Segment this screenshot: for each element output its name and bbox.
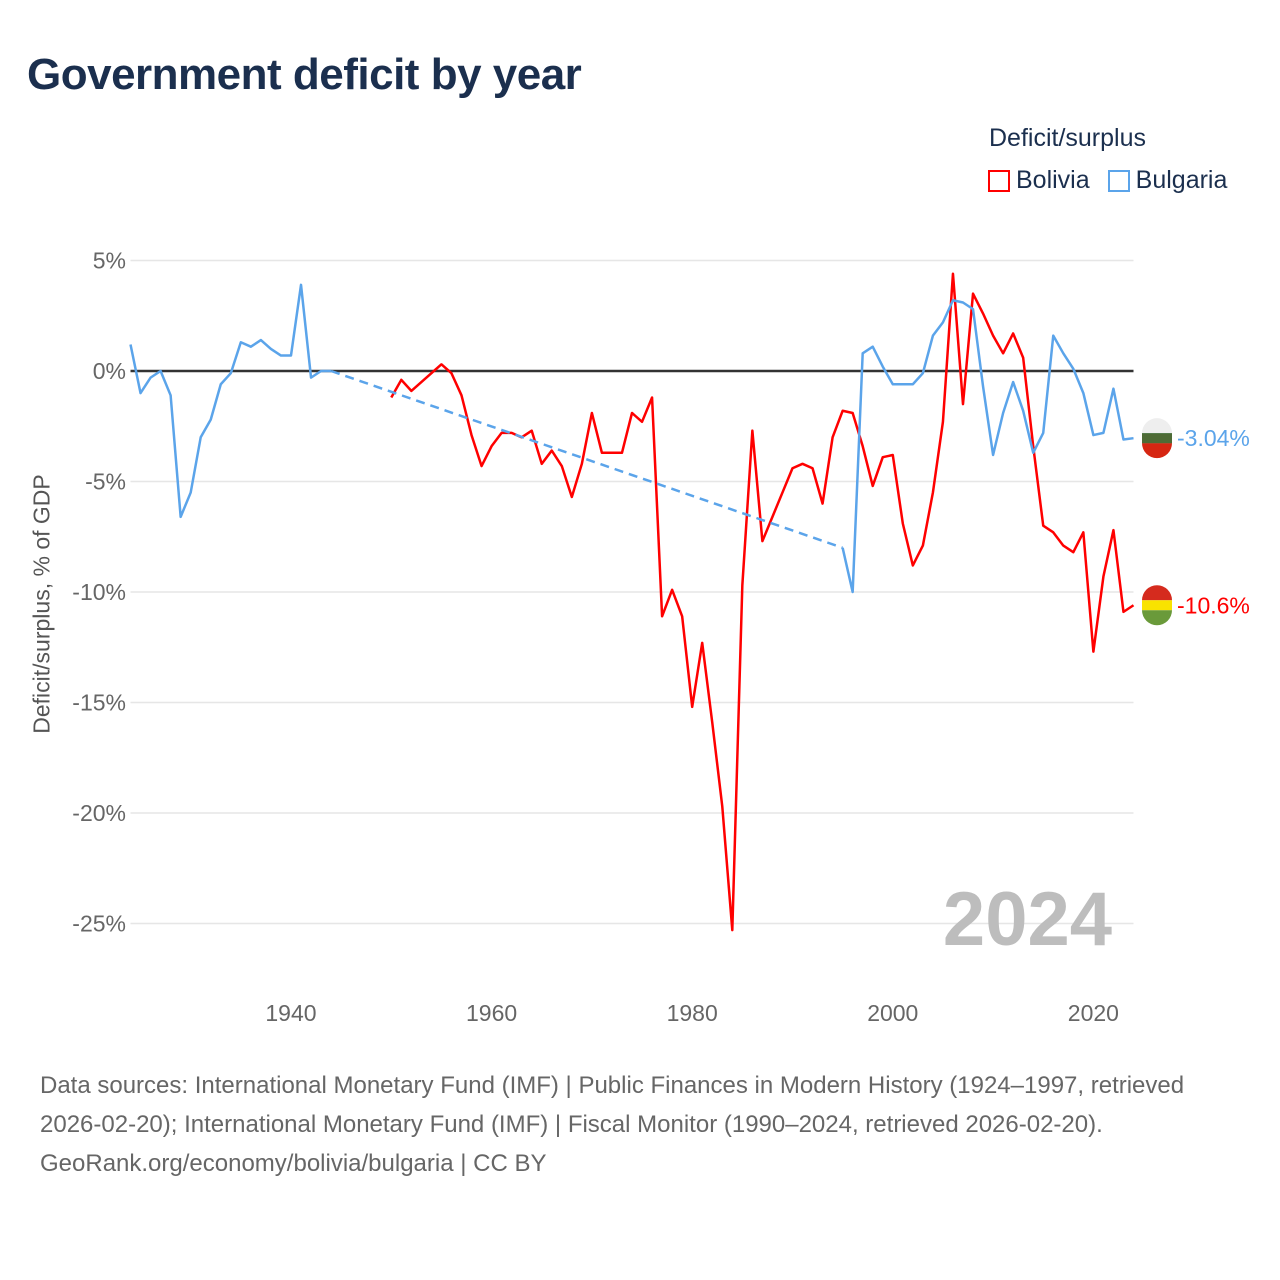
credit-link[interactable]: GeoRank.org/economy/bolivia/bulgaria | C… [40,1150,547,1177]
series-line-bolivia [390,272,1135,932]
y-tick-label: -20% [72,800,126,826]
x-tick-label: 1980 [667,1000,718,1026]
x-tick-label: 1940 [265,1000,316,1026]
data-sources: Data sources: International Monetary Fun… [40,1072,1185,1138]
y-tick-label: 0% [93,358,126,384]
legend-swatch-bolivia [988,169,1010,192]
y-tick-label: -15% [72,690,126,716]
flag-icon-bulgaria-stripe [1142,433,1172,444]
series-gap-bulgaria [330,369,844,549]
y-tick-label: 5% [93,248,126,274]
y-tick-label: -25% [72,911,126,937]
flag-icon-bulgaria-stripe [1142,418,1172,434]
series-line-bulgaria [841,299,1134,594]
series-line-bulgaria [129,283,332,519]
chart-title: Government deficit by year [27,50,582,99]
end-label-bulgaria: -3.04% [1177,425,1250,451]
x-tick-label: 2020 [1068,1000,1119,1026]
chart-area: 5% 0% -5% -10% -15% -20% -25% 1940 1960 1980 2000 2… [72,248,1250,1027]
legend: Bolivia Bulgaria [988,166,1227,195]
end-label-bolivia: -10.6% [1177,592,1250,618]
y-tick-label: -10% [72,579,126,605]
legend-item-bolivia[interactable]: Bolivia [988,166,1090,195]
x-tick-label: 1960 [466,1000,517,1026]
legend-title: Deficit/surplus [989,124,1146,152]
y-tick-label: -5% [85,469,126,495]
flag-icon-bulgaria-stripe [1142,443,1173,459]
x-tick-label: 2000 [867,1000,918,1026]
flag-icon-bolivia-stripe [1142,600,1172,611]
legend-label-bulgaria: Bulgaria [1135,166,1228,194]
legend-swatch-bulgaria [1107,169,1130,192]
footer: Data sources: International Monetary Fun… [40,1066,1240,1183]
legend-item-bulgaria[interactable]: Bulgaria [1107,166,1228,195]
flag-icon-bolivia [1142,585,1172,601]
flag-icon-bolivia-stripe [1142,610,1173,626]
legend-label-bolivia: Bolivia [1016,166,1090,194]
year-watermark: 2024 [943,877,1112,962]
